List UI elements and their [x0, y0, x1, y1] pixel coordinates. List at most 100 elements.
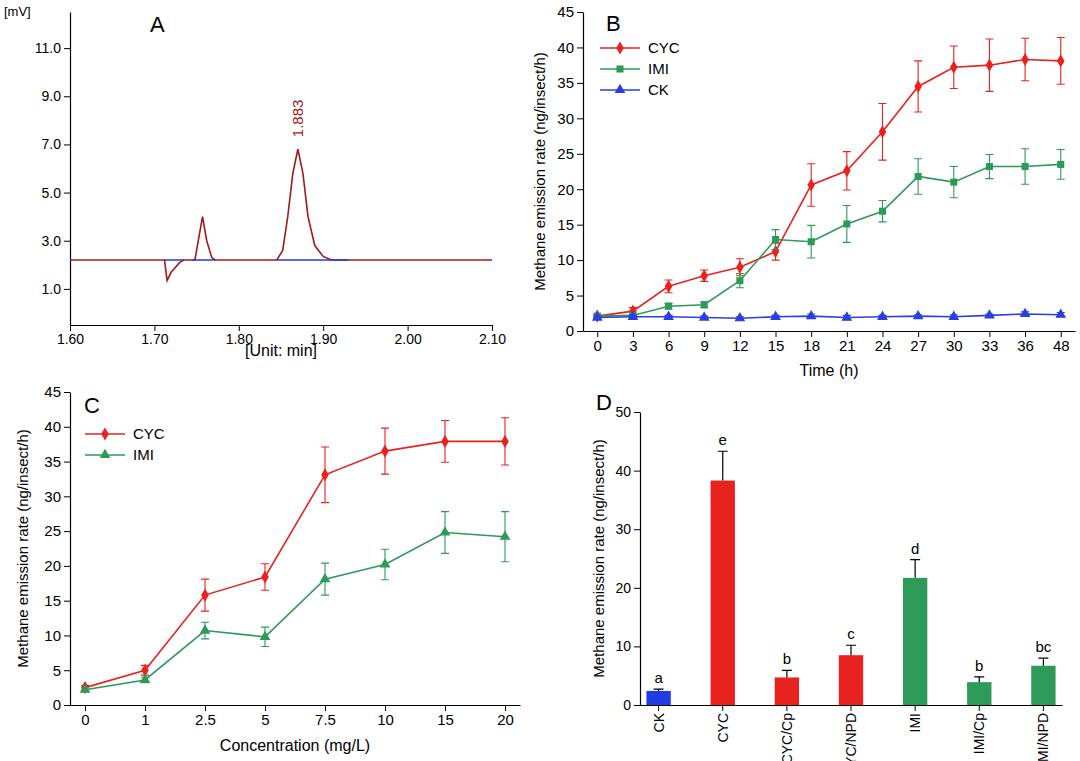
tick-label: IMI/Cp — [971, 713, 987, 754]
axis-line — [640, 413, 641, 706]
tick: CYC/NPD — [843, 705, 859, 761]
tick-label: 0 — [566, 322, 574, 339]
tick-mark — [64, 635, 70, 636]
tick: 20 — [615, 580, 640, 596]
plot-area — [592, 38, 1066, 323]
tick-label: 27 — [910, 337, 927, 354]
tick-mark — [64, 144, 70, 145]
error-bar — [1057, 150, 1065, 180]
tick-mark — [64, 496, 70, 497]
tick: 45 — [557, 3, 583, 20]
marker — [200, 624, 211, 633]
tick-label: IMI/NPD — [1035, 713, 1051, 761]
bar — [967, 682, 991, 705]
legend-marker — [101, 427, 109, 440]
tick-label: 40 — [615, 463, 631, 479]
tick: 24 — [875, 331, 892, 354]
tick-mark — [64, 48, 70, 49]
tick-mark — [64, 705, 70, 706]
tick-mark — [577, 83, 583, 84]
tick-label: 10 — [377, 711, 394, 728]
tick-mark — [634, 529, 640, 530]
tick-label: 0 — [594, 337, 602, 354]
marker — [841, 311, 852, 320]
marker — [843, 220, 850, 227]
significance-letter: b — [975, 657, 983, 674]
tick-label: IMI — [907, 713, 923, 732]
tick-label: 12 — [732, 337, 749, 354]
marker — [201, 589, 209, 602]
tick: 11.0 — [35, 40, 70, 56]
x-axis-title: Time (h) — [800, 362, 859, 379]
legend-marker — [615, 84, 626, 93]
error-bar — [950, 167, 958, 198]
tick-mark — [577, 12, 583, 13]
error-bar — [843, 206, 851, 243]
tick-mark — [634, 471, 640, 472]
plot-area — [80, 418, 511, 694]
tick-label: 50 — [615, 404, 631, 420]
marker — [1055, 308, 1066, 317]
marker — [701, 301, 708, 308]
axis-line — [583, 13, 584, 332]
x-axis-title: [Unit: min] — [245, 342, 317, 359]
tick: 15 — [437, 705, 454, 728]
tick-label: 21 — [839, 337, 856, 354]
series-line — [165, 259, 349, 261]
tick-label: 1.0 — [42, 281, 62, 297]
axis: 036912151821242730333648 — [584, 331, 1076, 354]
tick: 5 — [566, 287, 583, 304]
marker — [915, 173, 922, 180]
tick: 20 — [44, 557, 70, 574]
series-line — [597, 164, 1060, 316]
tick: 1.60 — [57, 325, 84, 347]
tick: 15 — [44, 592, 70, 609]
marker — [261, 570, 269, 583]
error-bar — [914, 159, 922, 194]
tick-mark — [64, 601, 70, 602]
tick: 35 — [557, 74, 583, 91]
tick: 27 — [910, 331, 927, 354]
bar — [903, 578, 927, 705]
marker — [950, 179, 957, 186]
plot-area — [646, 451, 1055, 705]
error-bar — [950, 46, 958, 89]
marker — [736, 261, 744, 274]
bar — [646, 691, 670, 705]
marker — [592, 311, 603, 320]
y-axis-title: Methane emission rate (ng/insect/h) — [531, 52, 548, 290]
legend-item: CK — [600, 81, 669, 98]
figure: 1.601.701.801.902.002.101.03.05.07.09.01… — [0, 0, 1080, 761]
tick-label: 30 — [615, 521, 631, 537]
marker — [1057, 161, 1064, 168]
tick-label: 5 — [566, 287, 574, 304]
series-line — [85, 441, 505, 687]
tick-mark — [64, 289, 70, 290]
marker — [80, 683, 91, 692]
marker — [806, 310, 817, 319]
tick-label: 0 — [81, 711, 89, 728]
tick-label: 7.0 — [42, 136, 62, 152]
tick: 10 — [557, 251, 583, 268]
tick-label: 36 — [1017, 337, 1034, 354]
tick: 33 — [982, 331, 999, 354]
legend-label: CYC — [133, 425, 165, 442]
marker — [948, 311, 959, 320]
tick-label: 5 — [261, 711, 269, 728]
marker — [879, 208, 886, 215]
error-bar — [985, 39, 993, 91]
tick-mark — [634, 412, 640, 413]
panel: 012.557.5101520051015202530354045CYCIMIC… — [14, 383, 521, 754]
bar — [775, 677, 799, 705]
error-bar — [665, 303, 673, 309]
tick-label: 30 — [557, 110, 574, 127]
error-bar — [1021, 38, 1029, 81]
significance-letter: bc — [1035, 638, 1051, 655]
error-bar — [985, 154, 993, 178]
tick-mark — [979, 705, 980, 711]
tick: 7.5 — [315, 705, 336, 728]
marker — [736, 277, 743, 284]
marker — [440, 526, 451, 535]
error-bar — [665, 280, 673, 293]
y-axis-title: Methane emission rate (ng/insect/h) — [14, 429, 31, 667]
